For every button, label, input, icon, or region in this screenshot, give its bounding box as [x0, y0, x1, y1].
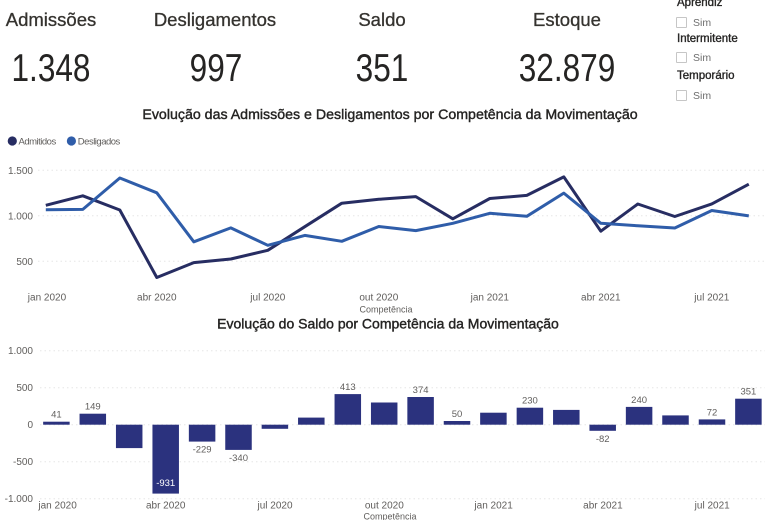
svg-text:500: 500 [16, 257, 33, 268]
svg-text:jan 2020: jan 2020 [27, 292, 67, 303]
svg-text:72: 72 [707, 407, 718, 418]
svg-text:Admitidos: Admitidos [19, 137, 57, 148]
svg-text:-500: -500 [13, 457, 33, 468]
svg-text:jul 2021: jul 2021 [693, 292, 729, 303]
svg-text:50: 50 [452, 409, 463, 420]
svg-text:Evolução das Admissões e Desli: Evolução das Admissões e Desligamentos p… [142, 107, 637, 123]
svg-text:jan 2021: jan 2021 [473, 501, 513, 512]
svg-text:1.000: 1.000 [8, 346, 33, 357]
svg-text:abr 2021: abr 2021 [583, 501, 623, 512]
svg-text:Evolução do Saldo por Competên: Evolução do Saldo por Competência da Mov… [217, 316, 559, 332]
svg-text:jan 2020: jan 2020 [37, 501, 77, 512]
svg-text:-340: -340 [229, 453, 248, 464]
svg-text:out 2020: out 2020 [365, 501, 404, 512]
svg-text:jan 2021: jan 2021 [470, 292, 510, 303]
svg-text:jul 2020: jul 2020 [256, 501, 292, 512]
svg-text:Competência: Competência [359, 305, 412, 315]
svg-text:351: 351 [740, 387, 756, 398]
svg-text:230: 230 [522, 396, 538, 407]
svg-text:149: 149 [85, 402, 101, 413]
svg-text:41: 41 [51, 410, 62, 421]
svg-text:out 2020: out 2020 [359, 292, 398, 303]
svg-text:374: 374 [413, 385, 429, 396]
svg-text:-931: -931 [156, 478, 175, 489]
svg-text:413: 413 [340, 382, 356, 393]
svg-text:1.500: 1.500 [8, 166, 33, 177]
svg-text:Competência: Competência [363, 512, 416, 520]
svg-text:jul 2020: jul 2020 [249, 292, 285, 303]
svg-text:abr 2020: abr 2020 [137, 292, 177, 303]
svg-text:-229: -229 [193, 445, 212, 456]
svg-text:-82: -82 [596, 434, 610, 445]
svg-text:Desligados: Desligados [78, 137, 121, 148]
svg-text:0: 0 [27, 420, 33, 431]
svg-text:abr 2021: abr 2021 [581, 292, 621, 303]
svg-text:-1.000: -1.000 [5, 494, 34, 505]
svg-text:jul 2021: jul 2021 [694, 501, 730, 512]
svg-text:240: 240 [631, 395, 647, 406]
svg-text:abr 2020: abr 2020 [146, 501, 186, 512]
svg-text:1.000: 1.000 [8, 211, 33, 222]
svg-text:500: 500 [16, 383, 33, 394]
